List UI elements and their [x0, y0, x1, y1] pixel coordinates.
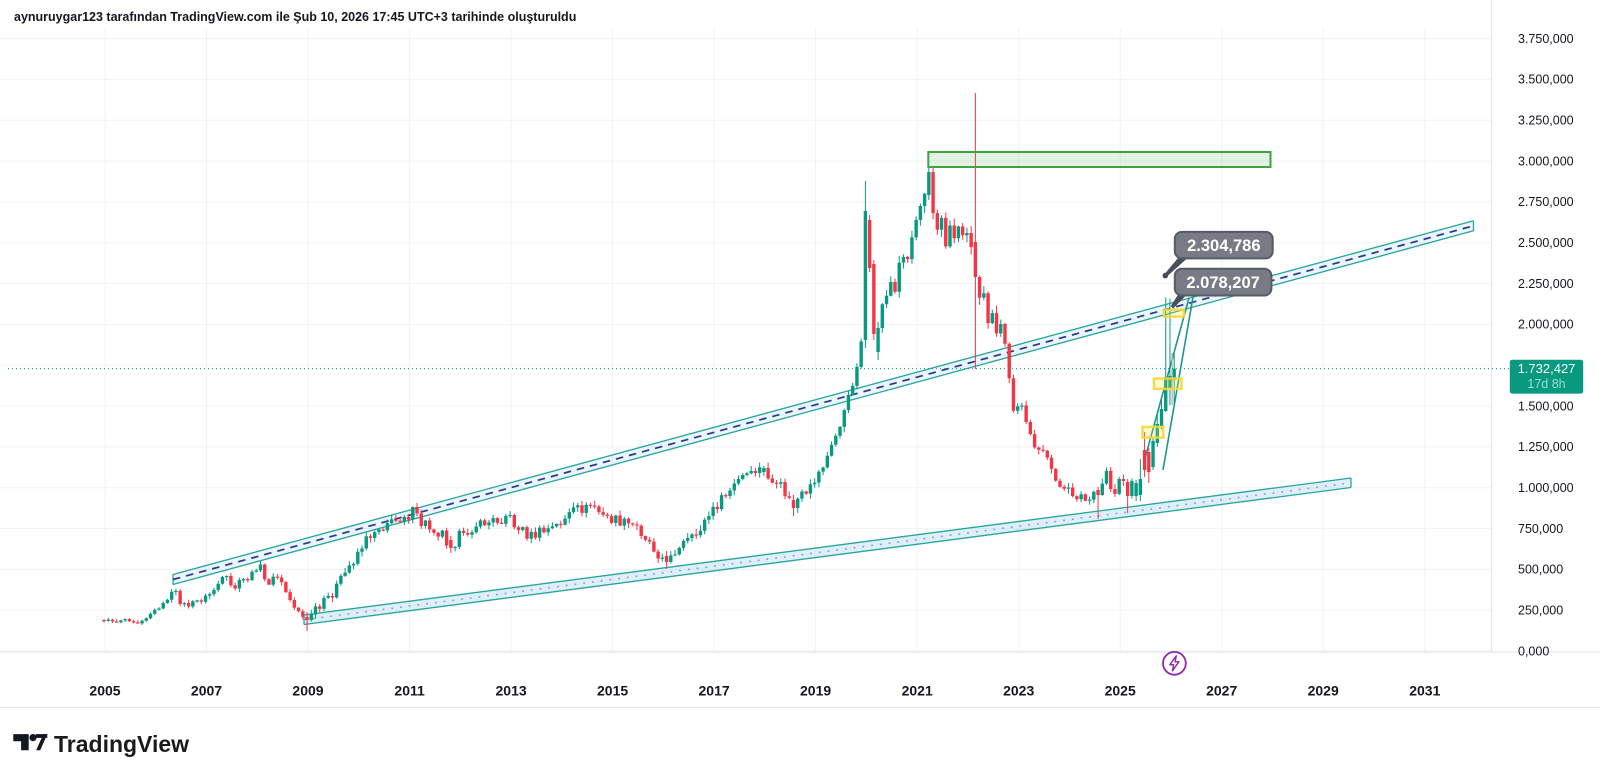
svg-text:1.500,000: 1.500,000 [1518, 399, 1574, 413]
svg-text:TradingView: TradingView [54, 731, 189, 757]
svg-text:2015: 2015 [597, 683, 628, 699]
svg-text:2.078,207: 2.078,207 [1186, 274, 1259, 292]
svg-text:2023: 2023 [1003, 683, 1034, 699]
svg-text:500,000: 500,000 [1518, 563, 1563, 577]
svg-text:1.250,000: 1.250,000 [1518, 440, 1574, 454]
svg-text:2.250,000: 2.250,000 [1518, 277, 1574, 291]
svg-text:1.732,427: 1.732,427 [1518, 361, 1576, 376]
svg-text:2011: 2011 [394, 683, 425, 699]
svg-text:3.250,000: 3.250,000 [1518, 114, 1574, 128]
svg-text:17d 8h: 17d 8h [1527, 377, 1565, 391]
svg-text:2027: 2027 [1206, 683, 1237, 699]
svg-text:3.500,000: 3.500,000 [1518, 73, 1574, 87]
svg-text:2031: 2031 [1409, 683, 1440, 699]
svg-text:2019: 2019 [800, 683, 831, 699]
svg-text:2.750,000: 2.750,000 [1518, 195, 1574, 209]
svg-text:2.500,000: 2.500,000 [1518, 236, 1574, 250]
svg-text:2025: 2025 [1105, 683, 1136, 699]
svg-text:2009: 2009 [292, 683, 323, 699]
svg-text:2029: 2029 [1308, 683, 1339, 699]
svg-text:2.304,786: 2.304,786 [1187, 237, 1260, 255]
svg-text:2007: 2007 [191, 683, 222, 699]
svg-text:1.000,000: 1.000,000 [1518, 481, 1574, 495]
svg-text:3.000,000: 3.000,000 [1518, 154, 1574, 168]
svg-text:2017: 2017 [699, 683, 730, 699]
svg-text:3.750,000: 3.750,000 [1518, 32, 1574, 46]
svg-text:2013: 2013 [496, 683, 527, 699]
svg-text:2021: 2021 [902, 683, 933, 699]
svg-text:0,000: 0,000 [1518, 644, 1549, 658]
svg-text:750,000: 750,000 [1518, 522, 1563, 536]
svg-text:250,000: 250,000 [1518, 604, 1563, 618]
svg-text:2005: 2005 [89, 683, 120, 699]
svg-text:2.000,000: 2.000,000 [1518, 318, 1574, 332]
